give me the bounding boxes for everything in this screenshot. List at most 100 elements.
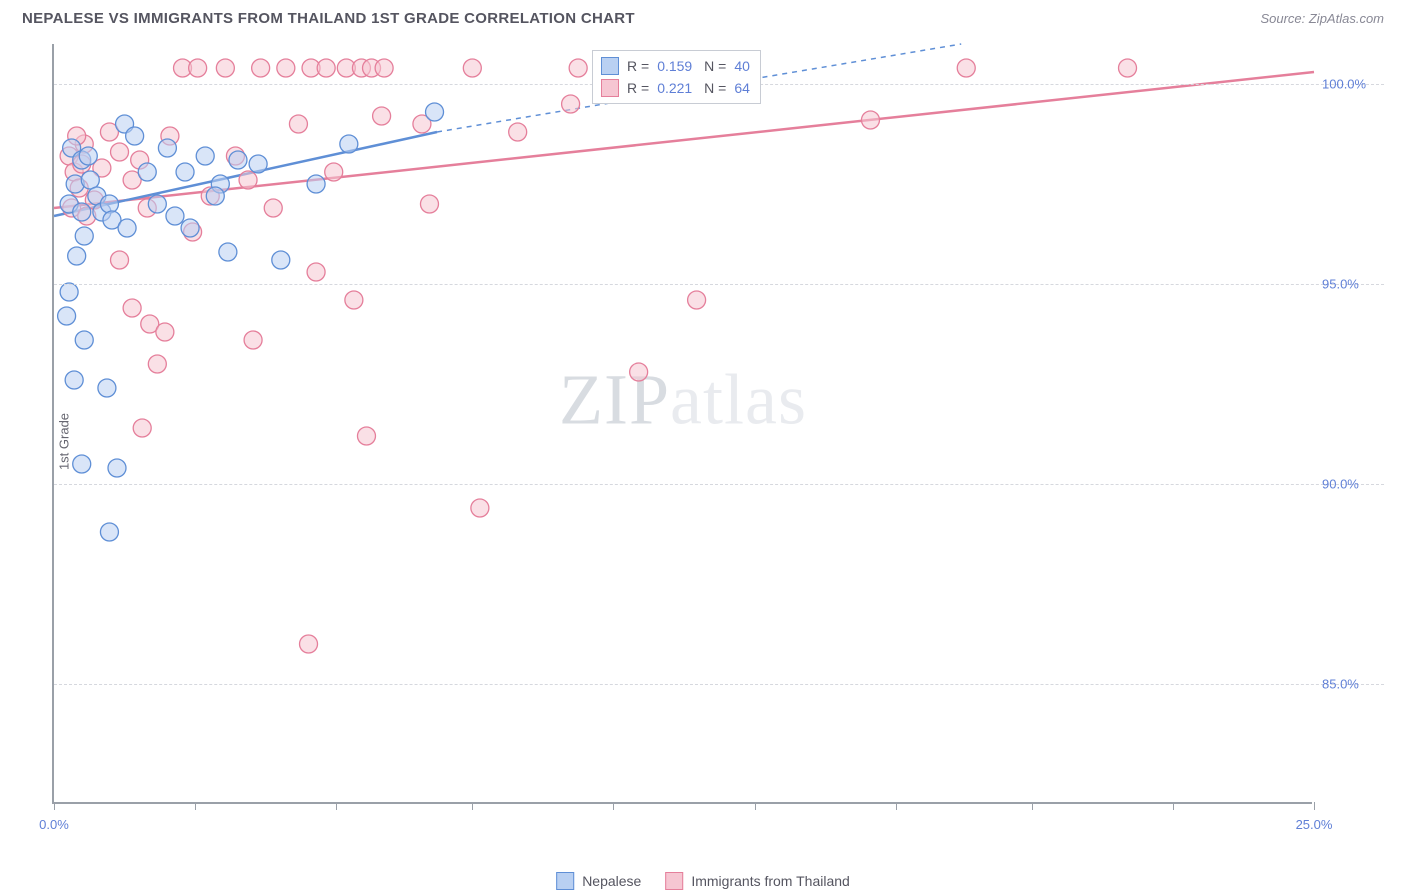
x-tick bbox=[1173, 802, 1174, 810]
data-point bbox=[111, 251, 129, 269]
data-point bbox=[118, 219, 136, 237]
data-point bbox=[345, 291, 363, 309]
data-point bbox=[373, 107, 391, 125]
data-point bbox=[375, 59, 393, 77]
data-point bbox=[357, 427, 375, 445]
gridline bbox=[54, 684, 1384, 685]
x-tick bbox=[195, 802, 196, 810]
gridline bbox=[54, 284, 1384, 285]
data-point bbox=[133, 419, 151, 437]
data-point bbox=[58, 307, 76, 325]
swatch-nepalese bbox=[556, 872, 574, 890]
data-point bbox=[300, 635, 318, 653]
series-legend: Nepalese Immigrants from Thailand bbox=[556, 872, 850, 890]
swatch-thailand bbox=[665, 872, 683, 890]
data-point bbox=[79, 147, 97, 165]
data-point bbox=[100, 523, 118, 541]
legend-n-label: N = bbox=[700, 58, 726, 74]
gridline bbox=[54, 484, 1384, 485]
source-label: Source: ZipAtlas.com bbox=[1260, 11, 1384, 26]
legend-row-nepalese: R = 0.159 N = 40 bbox=[601, 55, 750, 77]
data-point bbox=[562, 95, 580, 113]
data-point bbox=[307, 175, 325, 193]
legend-r-label: R = bbox=[627, 80, 649, 96]
x-tick-label: 25.0% bbox=[1296, 817, 1333, 832]
data-point bbox=[861, 111, 879, 129]
data-point bbox=[166, 207, 184, 225]
swatch-nepalese bbox=[601, 57, 619, 75]
x-tick bbox=[896, 802, 897, 810]
legend-n-value-1: 64 bbox=[734, 80, 750, 96]
data-point bbox=[216, 59, 234, 77]
data-point bbox=[196, 147, 214, 165]
x-tick bbox=[613, 802, 614, 810]
data-point bbox=[1119, 59, 1137, 77]
data-point bbox=[219, 243, 237, 261]
legend-r-label: R = bbox=[627, 58, 649, 74]
x-tick bbox=[1314, 802, 1315, 810]
data-point bbox=[60, 283, 78, 301]
data-point bbox=[68, 247, 86, 265]
data-point bbox=[176, 163, 194, 181]
y-tick-label: 85.0% bbox=[1322, 677, 1382, 692]
plot-region: ZIPatlas 85.0%90.0%95.0%100.0%0.0%25.0% bbox=[52, 44, 1312, 804]
data-point bbox=[73, 203, 91, 221]
legend-r-value-1: 0.221 bbox=[657, 80, 692, 96]
data-point bbox=[317, 59, 335, 77]
data-point bbox=[426, 103, 444, 121]
data-point bbox=[123, 299, 141, 317]
data-point bbox=[569, 59, 587, 77]
data-point bbox=[100, 195, 118, 213]
y-tick-label: 90.0% bbox=[1322, 477, 1382, 492]
data-point bbox=[73, 455, 91, 473]
legend-r-value-0: 0.159 bbox=[657, 58, 692, 74]
legend-row-thailand: R = 0.221 N = 64 bbox=[601, 77, 750, 99]
data-point bbox=[307, 263, 325, 281]
header: NEPALESE VS IMMIGRANTS FROM THAILAND 1ST… bbox=[0, 0, 1406, 33]
swatch-thailand bbox=[601, 79, 619, 97]
x-tick bbox=[336, 802, 337, 810]
correlation-legend: R = 0.159 N = 40 R = 0.221 N = 64 bbox=[592, 50, 761, 104]
chart-area: 1st Grade ZIPatlas 85.0%90.0%95.0%100.0%… bbox=[52, 44, 1382, 824]
legend-item-nepalese: Nepalese bbox=[556, 872, 641, 890]
data-point bbox=[148, 195, 166, 213]
y-tick-label: 95.0% bbox=[1322, 277, 1382, 292]
data-point bbox=[509, 123, 527, 141]
data-point bbox=[158, 139, 176, 157]
data-point bbox=[252, 59, 270, 77]
x-tick bbox=[1032, 802, 1033, 810]
x-tick bbox=[54, 802, 55, 810]
chart-title: NEPALESE VS IMMIGRANTS FROM THAILAND 1ST… bbox=[22, 10, 635, 27]
data-point bbox=[189, 59, 207, 77]
data-point bbox=[156, 323, 174, 341]
legend-n-label: N = bbox=[700, 80, 726, 96]
legend-label-nepalese: Nepalese bbox=[582, 873, 641, 889]
data-point bbox=[289, 115, 307, 133]
data-point bbox=[420, 195, 438, 213]
legend-item-thailand: Immigrants from Thailand bbox=[665, 872, 849, 890]
data-point bbox=[81, 171, 99, 189]
data-point bbox=[277, 59, 295, 77]
data-point bbox=[463, 59, 481, 77]
data-point bbox=[148, 355, 166, 373]
x-tick-label: 0.0% bbox=[39, 817, 69, 832]
data-point bbox=[244, 331, 262, 349]
data-point bbox=[108, 459, 126, 477]
data-point bbox=[138, 163, 156, 181]
data-point bbox=[272, 251, 290, 269]
data-point bbox=[249, 155, 267, 173]
data-point bbox=[471, 499, 489, 517]
data-point bbox=[75, 331, 93, 349]
data-point bbox=[111, 143, 129, 161]
data-point bbox=[98, 379, 116, 397]
data-point bbox=[630, 363, 648, 381]
data-point bbox=[229, 151, 247, 169]
data-point bbox=[65, 371, 83, 389]
y-tick-label: 100.0% bbox=[1322, 77, 1382, 92]
data-point bbox=[325, 163, 343, 181]
data-point bbox=[264, 199, 282, 217]
data-point bbox=[340, 135, 358, 153]
legend-n-value-0: 40 bbox=[734, 58, 750, 74]
legend-label-thailand: Immigrants from Thailand bbox=[691, 873, 849, 889]
data-point bbox=[206, 187, 224, 205]
